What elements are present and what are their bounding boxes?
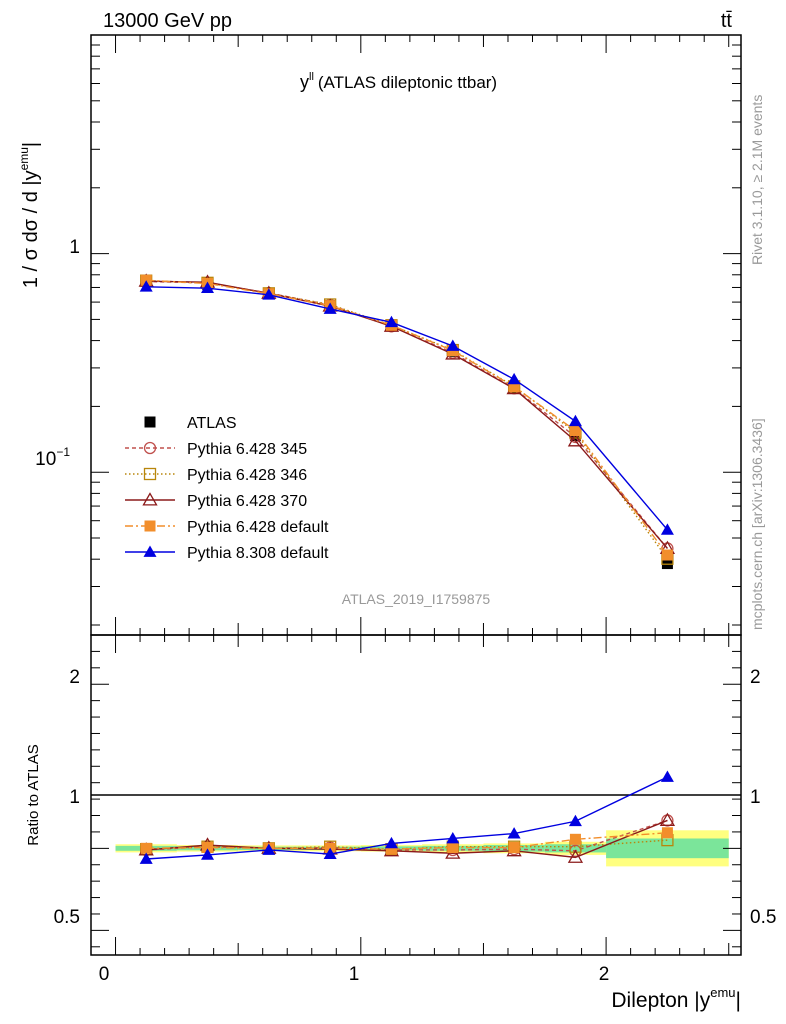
ratio-panel: Ratio to ATLAS 0.5 1 2 0.5 1 2 0 1 2 Dil… [25, 634, 776, 1012]
ratio-point [323, 847, 337, 859]
band-inner [544, 844, 607, 853]
legend-label: Pythia 6.428 346 [187, 467, 307, 484]
x-tick-1: 1 [349, 964, 360, 985]
ratio-y-tick-1: 1 [69, 787, 80, 808]
data-point [507, 372, 521, 385]
legend-marker [143, 467, 157, 481]
y-tick-label-0.1: 10−1 [35, 445, 70, 470]
ratio-series-layer [138, 770, 676, 864]
ratio-y-tick-0.5: 0.5 [54, 907, 80, 928]
legend-label: ATLAS [187, 415, 237, 432]
ratio-point [568, 814, 582, 827]
legend-label: Pythia 6.428 default [187, 519, 329, 536]
x-tick-0: 0 [99, 964, 110, 985]
data-point [661, 558, 673, 570]
x-tick-2: 2 [599, 964, 610, 985]
y-tick-label-1: 1 [69, 237, 80, 258]
legend: ATLAS Pythia 6.428 345 Pythia 6.428 346 Pyt… [125, 415, 329, 562]
legend-marker [144, 520, 156, 532]
main-panel: yll (ATLAS dileptonic ttbar) 1 / σ dσ / d… [17, 34, 742, 636]
ratio-point [507, 827, 521, 839]
legend-marker [143, 441, 157, 455]
ratio-point [661, 827, 673, 839]
data-point [140, 274, 152, 286]
main-axis-ticks [91, 35, 741, 635]
ratio-point [385, 843, 397, 855]
ratio-point [659, 812, 676, 826]
data-point [201, 281, 215, 294]
ratio-y-tick-right-2: 2 [750, 667, 761, 688]
ratio-point [446, 831, 460, 844]
collision-energy-label: 13000 GeV pp [103, 10, 232, 32]
ratio-y-tick-right-0.5: 0.5 [750, 907, 776, 928]
data-point [139, 280, 153, 292]
plot-title: yll (ATLAS dileptonic ttbar) [300, 71, 497, 92]
legend-marker [143, 545, 157, 557]
data-point [660, 523, 674, 535]
rivet-version-label: Rivet 3.1.10, ≥ 2.1M events [749, 95, 765, 265]
ratio-point [447, 842, 459, 854]
ratio-point [262, 843, 276, 855]
mcplots-credit-label: mcplots.cern.ch [arXiv:1306.3436] [749, 418, 765, 630]
series-line-4 [146, 279, 668, 556]
data-point [568, 414, 582, 427]
analysis-id-watermark: ATLAS_2019_I1759875 [342, 591, 491, 607]
ratio-y-tick-right-1: 1 [750, 787, 761, 808]
legend-marker [142, 492, 158, 506]
ratio-y-tick-2: 2 [69, 667, 80, 688]
data-point [567, 433, 584, 447]
ratio-axis-ticks [91, 634, 741, 955]
ratio-point [202, 842, 214, 854]
main-y-axis-label: 1 / σ dσ / d |yemu| [17, 142, 42, 288]
data-point [384, 315, 398, 328]
ratio-point [140, 842, 152, 854]
data-point [446, 339, 460, 351]
ratio-y-axis-label: Ratio to ATLAS [25, 744, 42, 845]
ratio-point [139, 852, 153, 864]
data-point [661, 549, 673, 561]
ratio-point [508, 842, 520, 854]
ratio-point [569, 833, 581, 845]
data-point [323, 302, 337, 314]
legend-label: Pythia 6.428 345 [187, 441, 307, 458]
band-inner [606, 838, 729, 859]
ratio-point [201, 848, 215, 860]
data-point [508, 381, 520, 393]
ratio-point [567, 849, 584, 863]
data-point [262, 288, 276, 300]
legend-marker [144, 416, 156, 428]
process-label: tt̄ [721, 10, 733, 32]
ratio-point [384, 836, 398, 849]
x-axis-label: Dilepton |yemu| [611, 985, 741, 1012]
legend-label: Pythia 8.308 default [187, 545, 329, 562]
ratio-panel-frame [90, 634, 742, 956]
ratio-point [660, 770, 674, 782]
legend-label: Pythia 6.428 370 [187, 493, 307, 510]
data-point [569, 425, 581, 437]
main-series-layer [138, 273, 676, 570]
